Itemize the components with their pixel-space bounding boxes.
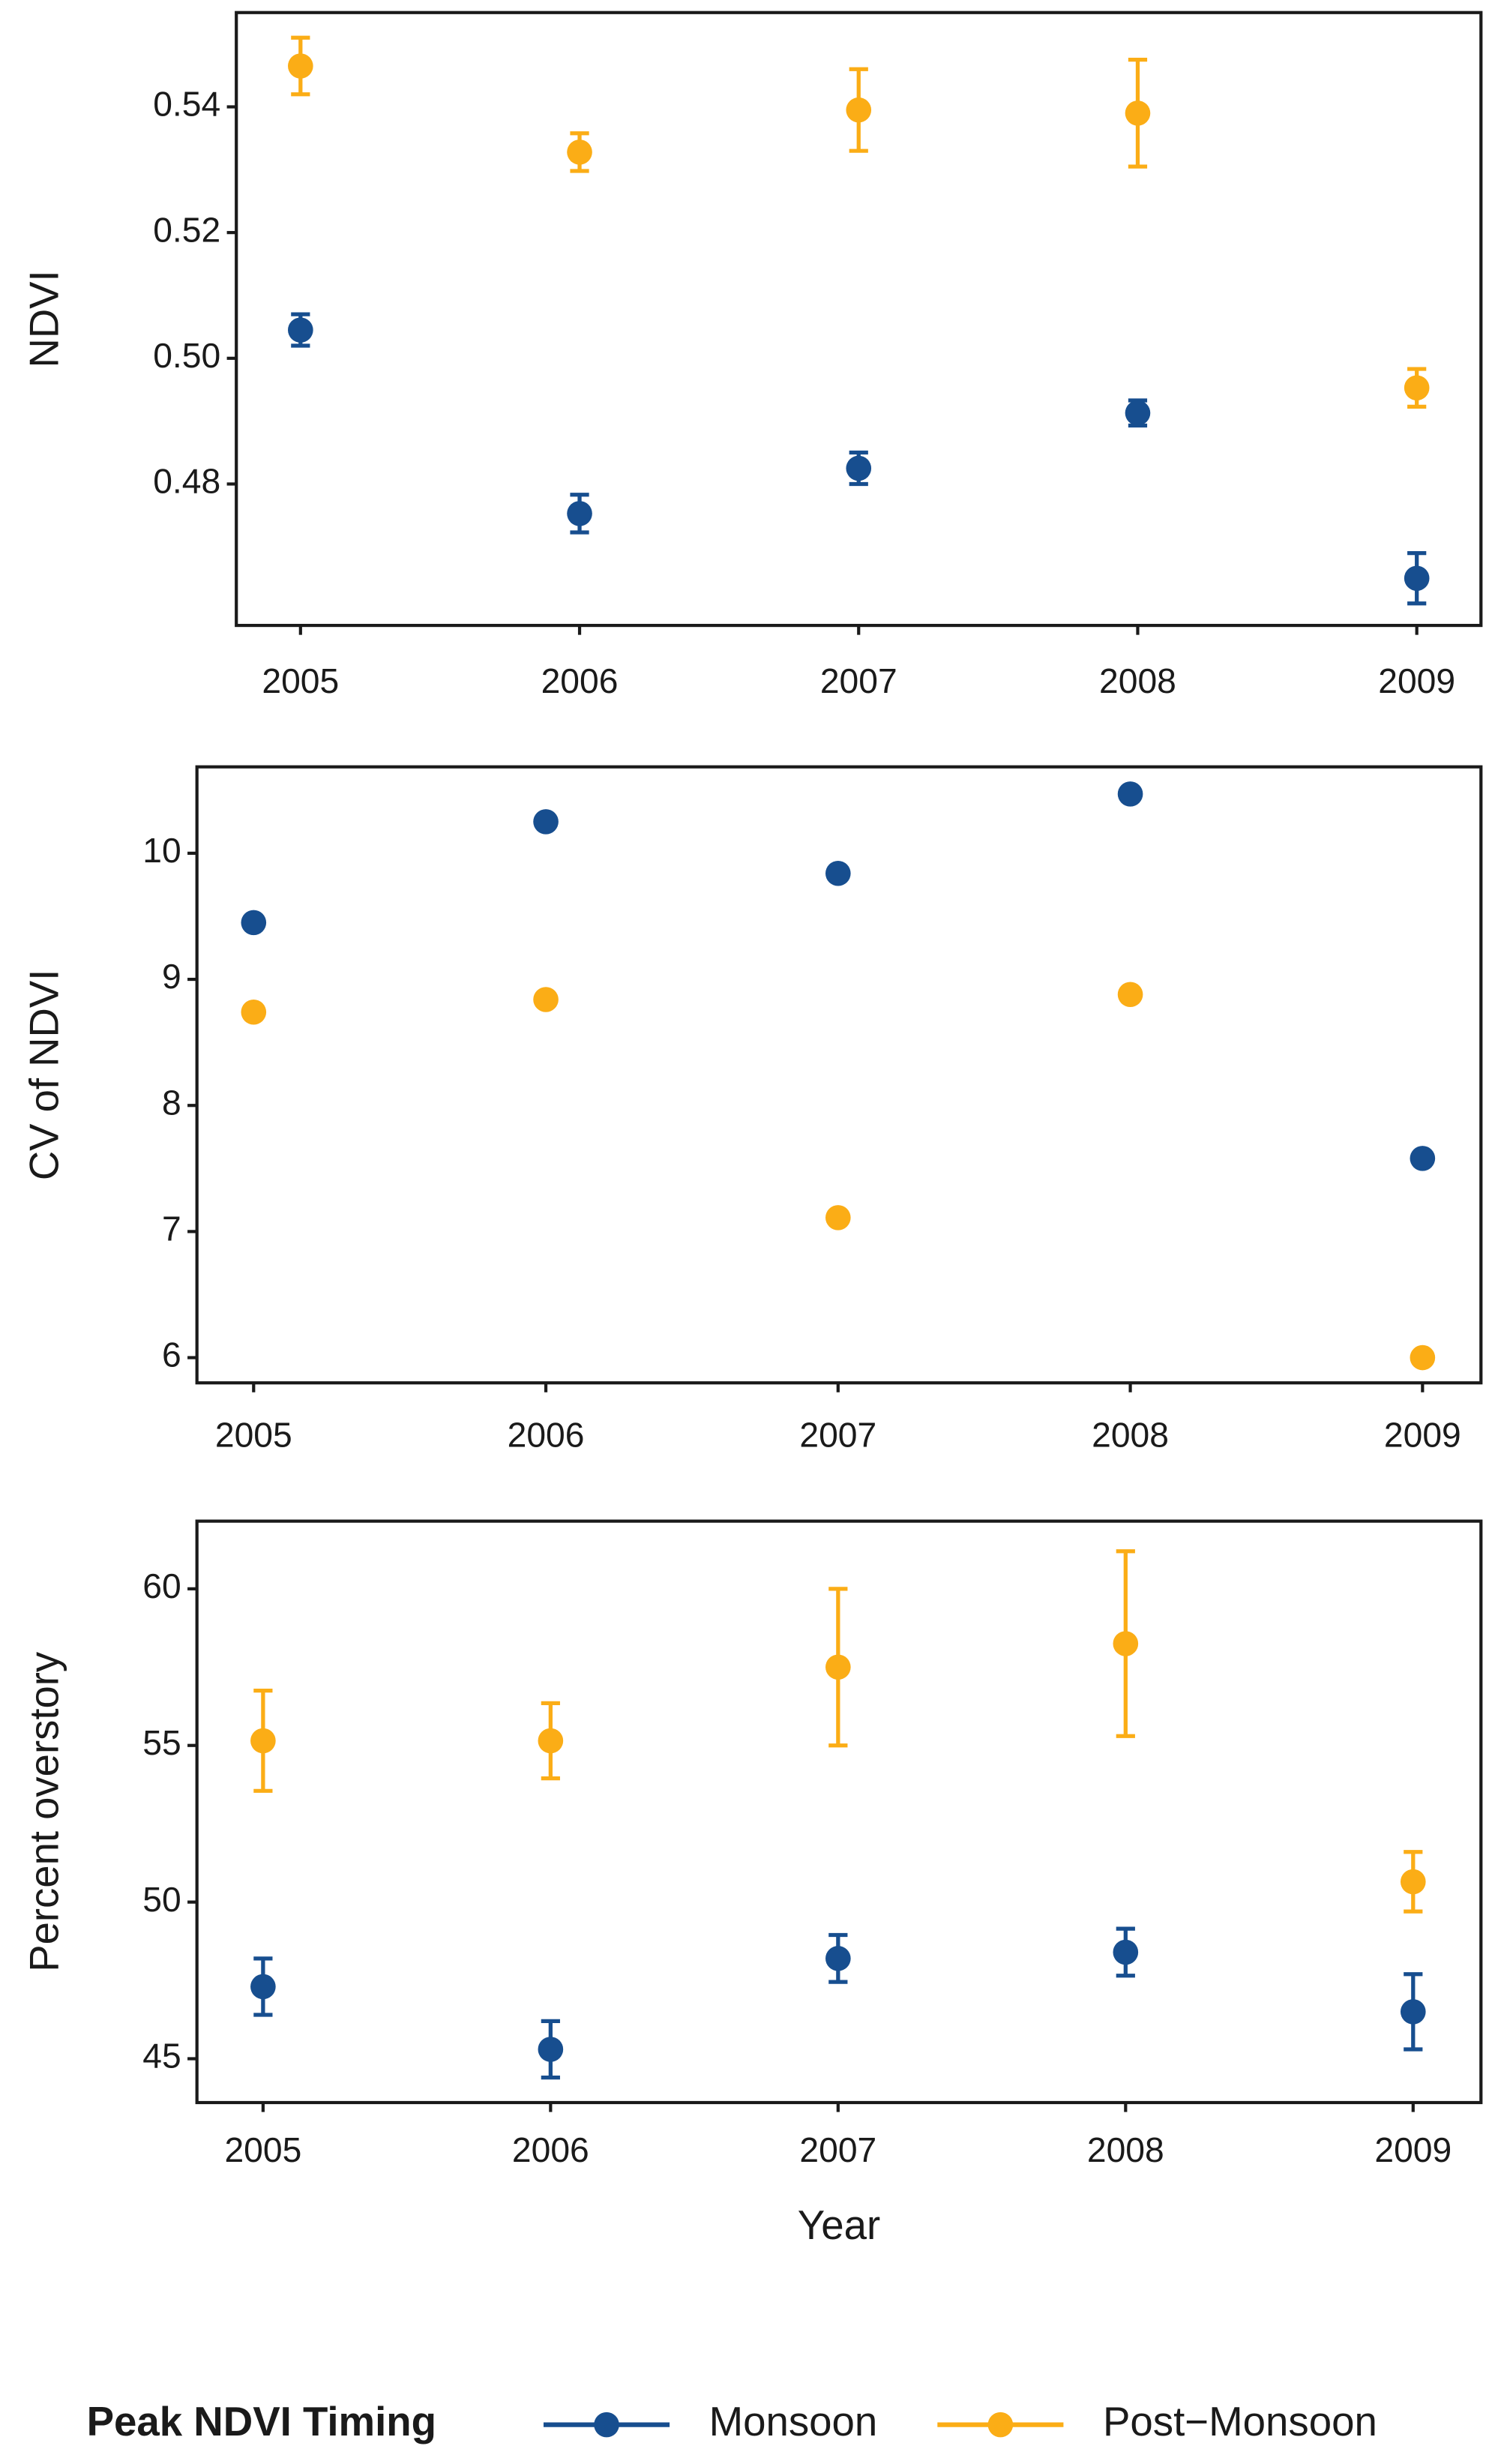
- point: [1113, 1939, 1139, 1965]
- x-tick-label: 2005: [224, 2130, 301, 2169]
- x-tick-label: 2005: [215, 1416, 292, 1455]
- y-tick-label: 0.48: [153, 462, 220, 501]
- y-tick-label: 60: [142, 1566, 181, 1605]
- y-tick-label: 0.54: [153, 85, 220, 124]
- point: [825, 861, 851, 886]
- point: [1125, 400, 1151, 426]
- y-tick-label: 8: [162, 1083, 181, 1122]
- y-tick-label: 55: [142, 1723, 181, 1762]
- legend-marker: [987, 2412, 1014, 2438]
- point: [567, 139, 592, 165]
- x-tick-label: 2009: [1374, 2130, 1452, 2169]
- point: [288, 53, 313, 79]
- legend-label: Post−Monsoon: [1103, 2399, 1377, 2445]
- y-tick-label: 0.50: [153, 336, 220, 375]
- point: [1410, 1344, 1436, 1371]
- point: [825, 1205, 851, 1231]
- point: [1404, 375, 1430, 400]
- x-tick-label: 2008: [1087, 2130, 1164, 2169]
- y-axis-title: NDVI: [21, 270, 67, 367]
- x-tick-label: 2007: [799, 1416, 876, 1455]
- x-tick-label: 2006: [512, 2130, 589, 2169]
- x-tick-label: 2006: [508, 1416, 585, 1455]
- y-axis-title: Percent overstory: [21, 1651, 67, 1972]
- x-tick-label: 2005: [262, 661, 339, 700]
- point: [241, 910, 267, 936]
- point: [1113, 1631, 1139, 1656]
- point: [1400, 1869, 1426, 1895]
- point: [250, 1974, 276, 2000]
- y-tick-label: 10: [142, 831, 181, 870]
- legend-title: Peak NDVI Timing: [87, 2399, 436, 2445]
- x-tick-label: 2008: [1092, 1416, 1169, 1455]
- x-tick-label: 2007: [820, 661, 897, 700]
- point: [846, 97, 872, 123]
- y-tick-label: 45: [142, 2037, 181, 2076]
- legend-label: Monsoon: [709, 2399, 878, 2445]
- point: [1125, 100, 1151, 126]
- legend-marker: [594, 2412, 619, 2438]
- plot-frame: [195, 765, 1483, 1385]
- y-tick-label: 0.52: [153, 210, 220, 249]
- point: [1404, 565, 1430, 591]
- y-axis-title: CV of NDVI: [21, 970, 67, 1181]
- x-axis-title: Year: [798, 2202, 880, 2248]
- x-tick-label: 2009: [1378, 661, 1455, 700]
- point: [250, 1728, 276, 1754]
- y-tick-label: 9: [162, 957, 181, 996]
- y-tick-label: 50: [142, 1880, 181, 1919]
- y-tick-label: 6: [162, 1335, 181, 1374]
- y-tick-label: 7: [162, 1210, 181, 1248]
- point: [1117, 982, 1143, 1007]
- point: [567, 501, 592, 526]
- point: [533, 809, 559, 835]
- point: [538, 2037, 564, 2062]
- point: [846, 455, 872, 481]
- point: [1117, 781, 1143, 807]
- x-tick-label: 2006: [541, 661, 619, 700]
- point: [241, 1000, 267, 1025]
- point: [538, 1728, 564, 1754]
- x-tick-label: 2008: [1099, 661, 1176, 700]
- x-tick-label: 2007: [799, 2130, 876, 2169]
- point: [825, 1946, 851, 1971]
- point: [288, 317, 313, 343]
- point: [1410, 1146, 1436, 1171]
- point: [825, 1654, 851, 1680]
- x-tick-label: 2009: [1384, 1416, 1461, 1455]
- point: [1400, 1999, 1426, 2025]
- point: [533, 987, 559, 1012]
